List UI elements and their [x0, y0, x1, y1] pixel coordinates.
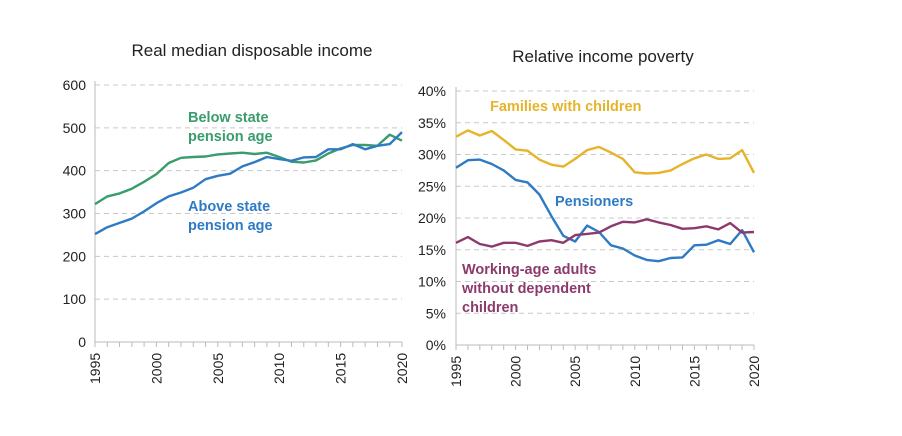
x-tick-label: 2000: [508, 356, 524, 387]
series-line: [455, 129, 756, 175]
series-label: Working-age adults: [462, 262, 596, 278]
series-label: Above state: [188, 199, 270, 215]
series-line: [455, 218, 755, 248]
series-label: pension age: [188, 129, 273, 145]
y-tick-label: 15%: [418, 242, 446, 258]
series-label: Families with children: [490, 99, 641, 115]
x-tick-label: 1995: [448, 356, 464, 387]
series-line: [455, 158, 756, 263]
y-tick-label: 400: [63, 163, 87, 179]
y-tick-label: 500: [63, 120, 87, 136]
y-tick-label: 35%: [418, 115, 446, 131]
chart-title: Real median disposable income: [132, 41, 373, 60]
x-tick-label: 2015: [333, 353, 349, 384]
series-label: without dependent: [461, 281, 591, 297]
x-tick-label: 2020: [746, 356, 762, 387]
x-tick-label: 1995: [87, 353, 103, 384]
y-tick-label: 20%: [418, 210, 446, 226]
x-tick-label: 2005: [210, 353, 226, 384]
y-tick-label: 300: [63, 206, 87, 222]
x-tick-label: 2020: [394, 353, 410, 384]
series-label: Pensioners: [555, 194, 633, 210]
y-tick-label: 0: [78, 334, 86, 350]
x-tick-label: 2010: [627, 356, 643, 387]
x-tick-label: 2000: [148, 353, 164, 384]
series-label: children: [462, 300, 518, 316]
y-tick-label: 200: [63, 248, 87, 264]
series-line: [94, 131, 403, 236]
y-tick-label: 5%: [426, 305, 446, 321]
series-label: Below state: [188, 110, 269, 126]
chart-title: Relative income poverty: [512, 47, 694, 66]
y-tick-label: 25%: [418, 178, 446, 194]
income-chart: Real median disposable income 0 100 200 300…: [63, 41, 410, 384]
y-tick-label: 40%: [418, 83, 446, 99]
x-tick-label: 2015: [686, 356, 702, 387]
y-tick-label: 30%: [418, 147, 446, 163]
x-tick-label: 2005: [567, 356, 583, 387]
y-tick-label: 0%: [426, 337, 446, 353]
poverty-chart: Relative income poverty 0% 5% 10% 15% 20% 25%…: [418, 47, 762, 387]
y-tick-label: 600: [63, 77, 87, 93]
y-tick-label: 100: [63, 291, 87, 307]
series-label: pension age: [188, 218, 273, 234]
x-tick-label: 2010: [271, 353, 287, 384]
y-tick-label: 10%: [418, 274, 446, 290]
